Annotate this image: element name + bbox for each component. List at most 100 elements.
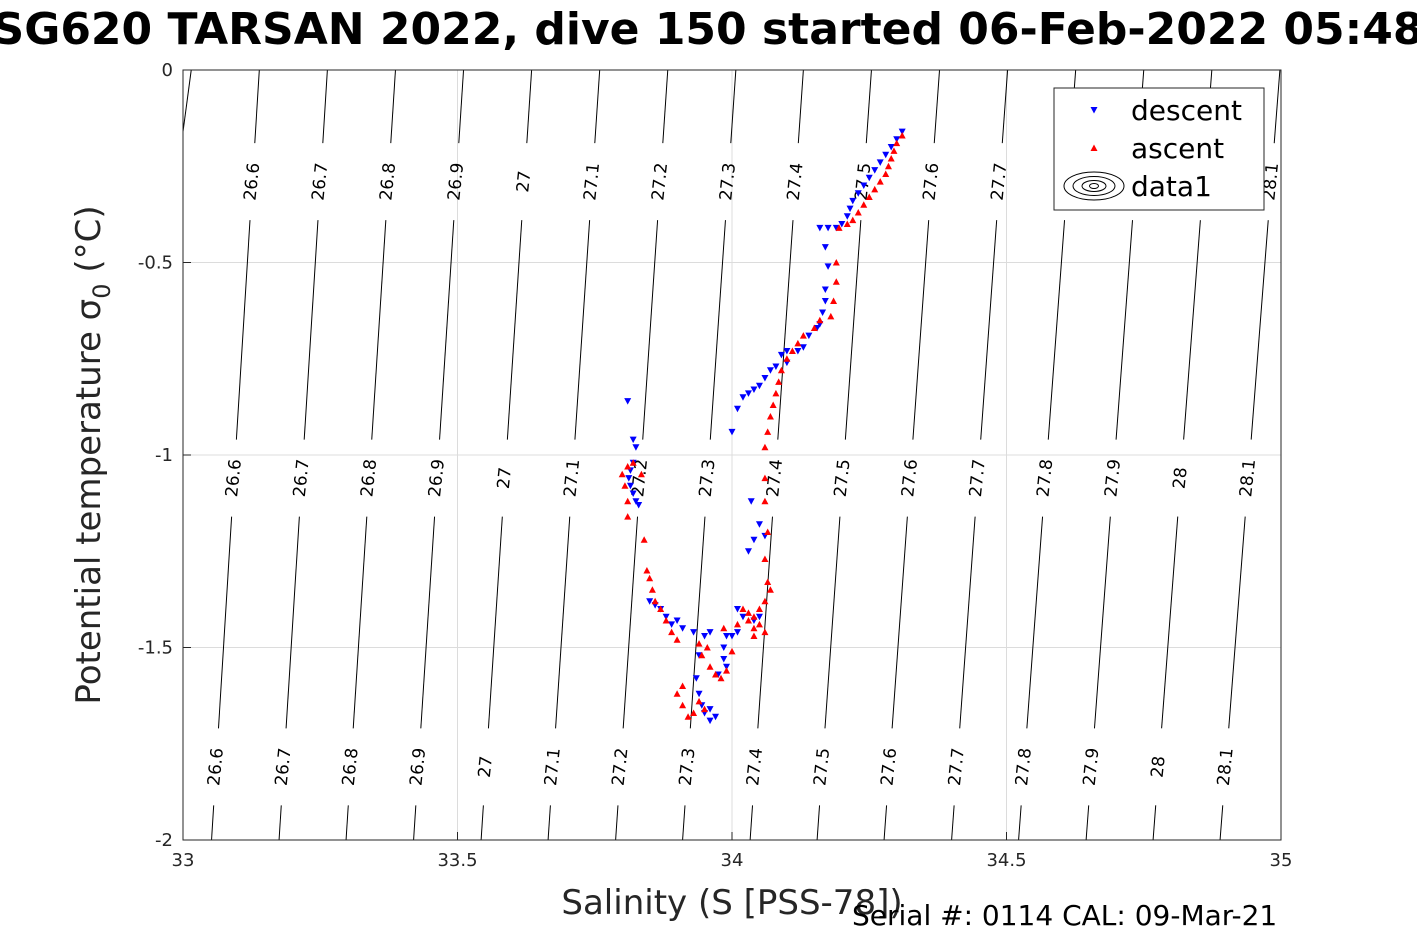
x-tick-label: 34 <box>721 850 744 871</box>
descent-point <box>816 224 824 232</box>
descent-point <box>720 644 728 651</box>
isopycnal-line <box>1250 220 1269 440</box>
isopycnal-line <box>1047 220 1066 440</box>
ascent-point <box>728 647 736 655</box>
isopycnal-line <box>547 805 551 841</box>
ascent-point <box>761 497 769 505</box>
ascent-point <box>733 620 741 628</box>
ascent-point <box>695 697 703 705</box>
x-tick-label: 35 <box>1270 850 1293 871</box>
y-tick-label: -1.5 <box>138 638 173 659</box>
isopycnal-label: 27 <box>513 170 535 194</box>
ascent-point <box>717 674 725 682</box>
descent-point <box>632 444 640 451</box>
isopycnal-label: 28 <box>1148 755 1170 779</box>
descent-point <box>632 498 640 505</box>
isopycnal-label: 27.4 <box>763 458 787 498</box>
legend-contour-icon <box>1089 183 1099 189</box>
ascent-point <box>646 574 654 582</box>
isopycnal-line <box>371 220 387 440</box>
isopycnal-label: 26.7 <box>308 162 332 202</box>
ascent-point <box>775 378 783 385</box>
isopycnal-line <box>487 516 503 729</box>
ascent-point <box>764 578 772 586</box>
descent-point <box>723 632 731 640</box>
legend-label-data1: data1 <box>1131 170 1212 203</box>
descent-point <box>744 390 752 397</box>
descent-point <box>690 629 698 636</box>
ascent-point <box>766 413 774 420</box>
descent-point <box>761 375 769 382</box>
y-axis-ticks: 0 -0.5 -1 -1.5 -2 <box>138 60 191 851</box>
isopycnal-line <box>285 516 300 729</box>
legend-contour-icon <box>1063 171 1125 201</box>
legend-descent-marker <box>1090 107 1098 114</box>
ascent-point <box>701 705 709 713</box>
isopycnal-line <box>420 516 436 729</box>
ascent-point <box>882 170 890 177</box>
ascent-point <box>854 208 862 216</box>
ascent-point <box>679 701 687 709</box>
descent-point <box>679 625 687 632</box>
descent-point <box>821 244 829 251</box>
isopycnal-label: 28.1 <box>1214 747 1238 787</box>
x-tick-label: 33 <box>172 850 195 871</box>
isopycnal-line <box>217 516 233 729</box>
ascent-point <box>761 628 769 636</box>
isopycnal-label: 27 <box>494 466 516 490</box>
ascent-point <box>887 155 895 162</box>
isopycnal-label: 27.3 <box>676 747 700 787</box>
isopycnal-label: 27.9 <box>1101 458 1125 498</box>
isopycnal-label: 26.9 <box>406 747 430 787</box>
ascent-point <box>832 259 840 266</box>
descent-point <box>728 428 736 436</box>
ascent-point <box>744 617 752 624</box>
isopycnal-label: 26.6 <box>240 162 264 202</box>
legend: descent ascent data1 <box>1053 87 1265 211</box>
isopycnal-line <box>1228 516 1246 729</box>
ascent-point <box>624 463 632 470</box>
descent-point <box>821 298 829 305</box>
isopycnal-label: 27.5 <box>831 458 855 498</box>
isopycnal-label: 27.6 <box>877 747 901 787</box>
ascent-point <box>816 316 824 324</box>
isopycnal-label: 27.4 <box>743 747 767 787</box>
ascent-point <box>662 617 670 624</box>
isopycnal-label: 26.6 <box>222 458 246 498</box>
ascent-point <box>624 497 632 505</box>
isopycnal-line <box>1152 805 1157 841</box>
y-axis-label-unit: (°C) <box>69 205 109 283</box>
isopycnal-line <box>458 69 465 144</box>
descent-point <box>766 367 774 374</box>
isopycnal-line <box>211 805 215 841</box>
isopycnal-label: 27.7 <box>966 458 990 498</box>
descent-point <box>846 205 854 213</box>
isopycnal-line <box>555 516 571 729</box>
ascent-point <box>764 528 772 535</box>
ascent-point <box>832 278 840 285</box>
isopycnal-line <box>1085 805 1090 841</box>
descent-point <box>673 617 681 625</box>
descent-point <box>712 713 720 721</box>
isopycnal-label: 27.2 <box>648 162 672 202</box>
ascent-point <box>884 162 892 170</box>
y-tick-label: -1 <box>155 445 173 466</box>
ascent-point <box>761 555 769 562</box>
y-axis-label: Potential temperature σ0 (°C) <box>69 205 116 704</box>
ascent-point <box>720 624 728 632</box>
ascent-point <box>755 620 763 628</box>
ascent-point <box>657 605 665 612</box>
isopycnal-line <box>912 220 930 440</box>
isopycnal-label: 27.3 <box>716 162 740 202</box>
isopycnal-line <box>480 805 484 841</box>
descent-point <box>755 521 763 528</box>
descent-point <box>777 351 785 359</box>
ascent-point <box>651 597 659 605</box>
isopycnal-label: 26.8 <box>357 458 381 498</box>
chart-title: SG620 TARSAN 2022, dive 150 started 06-F… <box>0 4 1417 55</box>
isopycnal-line <box>352 516 368 729</box>
isopycnal-line <box>883 805 888 841</box>
descent-point <box>849 197 857 205</box>
y-tick-label: -0.5 <box>138 253 173 274</box>
isopycnal-line <box>1161 516 1179 729</box>
